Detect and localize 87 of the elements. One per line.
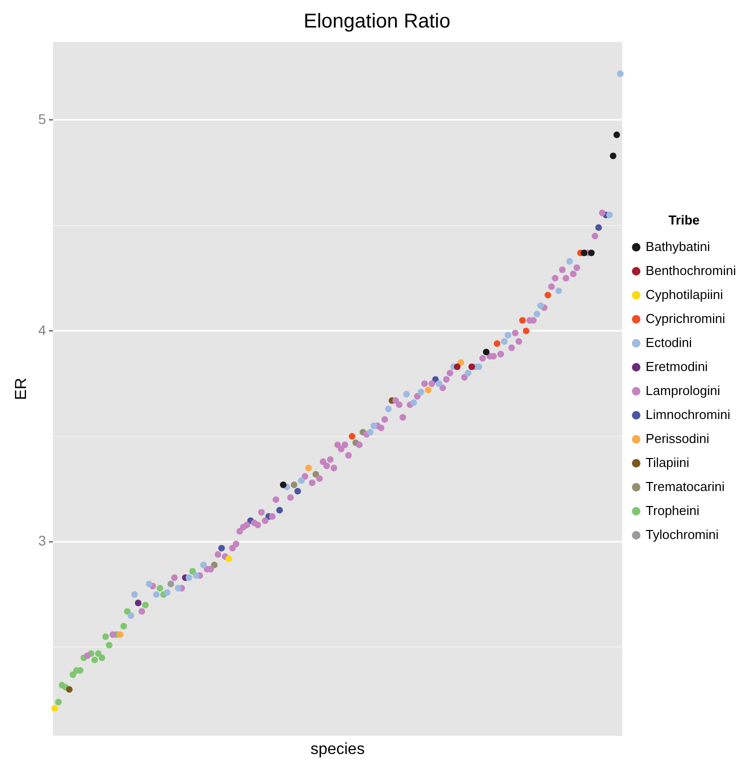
legend-label: Tilapiini [646,454,690,470]
point [146,580,152,588]
point [482,348,490,356]
point [436,380,442,387]
point [186,574,192,581]
point [504,332,512,338]
point [613,131,620,138]
point [192,572,200,579]
point [595,224,602,231]
point [142,602,149,608]
y-tick-label: 3 [38,532,46,549]
point [134,600,142,606]
point [290,482,298,488]
point [91,656,98,664]
point [280,482,286,488]
point [102,633,109,640]
point [106,642,112,648]
legend-label: Tylochromini [646,526,719,542]
point [55,698,62,706]
legend-label: Ectodini [646,334,692,350]
point [534,310,540,318]
legend-label: Benthochromini [646,262,736,278]
point [580,250,588,256]
legend-label: Lamprologini [646,382,720,398]
point [200,562,207,568]
point [298,477,305,484]
legend-label: Eretmodini [646,358,708,374]
point [519,317,526,324]
point [555,288,562,294]
point [226,555,232,562]
legend-title: Tribe [668,212,700,228]
point [454,363,461,370]
legend-label: Limnochromini [646,406,730,422]
point [294,488,301,494]
point [403,390,410,398]
point [218,544,225,552]
point [610,152,616,160]
legend-label: Perissodini [646,430,710,446]
point [468,363,476,370]
point [124,608,131,615]
point [410,399,418,406]
point [52,705,58,712]
point [385,406,392,412]
legend-label: Cyprichromini [646,310,726,326]
point [168,580,174,588]
point [566,258,573,265]
legend-label: Bathybatini [646,238,710,254]
y-tick-label: 4 [38,322,46,338]
point [66,686,73,693]
point [131,591,138,598]
point [544,292,552,298]
point [120,622,127,630]
point [70,671,76,678]
point [494,340,500,347]
point [174,584,182,592]
point [95,650,102,657]
point [522,328,530,334]
point [588,250,595,256]
point [305,464,312,472]
point [464,370,472,376]
point [418,388,424,396]
point [211,562,218,568]
point [156,584,164,592]
point [128,612,134,619]
point [276,506,283,514]
point [98,654,106,662]
point [606,212,613,218]
point [153,591,160,598]
point [617,70,624,77]
point [164,589,170,596]
point [348,433,356,440]
y-tick-label: 5 [38,110,46,127]
point [116,631,124,638]
legend-label: Cyphotilapiini [646,286,724,302]
point [537,302,544,309]
legend-label: Tropheini [646,502,700,518]
point [424,386,432,394]
x-axis-title: species [310,740,365,758]
y-axis-title: ER [13,378,30,400]
point [458,359,464,366]
chart-title: Elongation Ratio [304,10,450,33]
legend-label: Trematocarini [646,478,725,494]
point [366,428,374,436]
point [189,568,196,575]
point [312,471,320,478]
point [370,422,378,430]
point [501,338,508,345]
